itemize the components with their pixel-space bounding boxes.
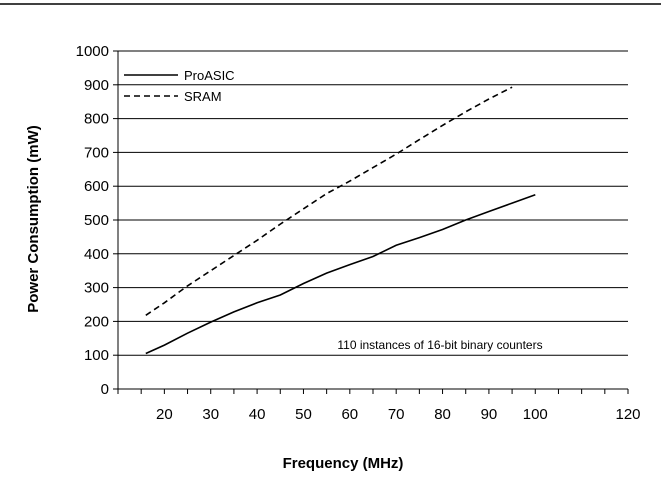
x-tick-label: 40 <box>249 406 266 423</box>
y-tick-label: 0 <box>101 381 109 398</box>
x-tick-label: 20 <box>156 406 173 423</box>
legend-label-proasic: ProASIC <box>184 68 235 83</box>
y-tick-label: 900 <box>84 77 109 94</box>
x-tick-label: 120 <box>615 406 640 423</box>
y-tick-label: 700 <box>84 144 109 161</box>
legend: ProASIC SRAM <box>124 68 235 104</box>
y-tick-label: 600 <box>84 178 109 195</box>
x-tick-label: 60 <box>341 406 358 423</box>
y-tick-label: 500 <box>84 212 109 229</box>
series-line-sram <box>145 86 513 316</box>
y-tick-label: 1000 <box>76 43 109 60</box>
x-tick-label: 70 <box>388 406 405 423</box>
y-tick-label: 200 <box>84 313 109 330</box>
x-tick-label: 90 <box>481 406 498 423</box>
y-axis-title: Power Consumption (mW) <box>25 125 42 313</box>
series-lines <box>145 86 536 355</box>
x-tick-label: 100 <box>523 406 548 423</box>
chart-annotation: 110 instances of 16-bit binary counters <box>337 338 542 352</box>
grid-lines <box>118 50 628 356</box>
y-tick-label: 400 <box>84 246 109 263</box>
x-tick-label: 50 <box>295 406 312 423</box>
x-axis-title: Frequency (MHz) <box>283 455 404 472</box>
axes: 0 100 200 300 400 500 600 700 800 900 1000 20 30 40 50… <box>76 43 641 423</box>
y-tick-label: 300 <box>84 280 109 297</box>
x-tick-label: 80 <box>434 406 451 423</box>
series-line-proasic <box>145 193 536 355</box>
y-tick-label: 800 <box>84 111 109 128</box>
y-tick-label: 100 <box>84 347 109 364</box>
x-tick-label: 30 <box>202 406 219 423</box>
legend-label-sram: SRAM <box>184 89 222 104</box>
